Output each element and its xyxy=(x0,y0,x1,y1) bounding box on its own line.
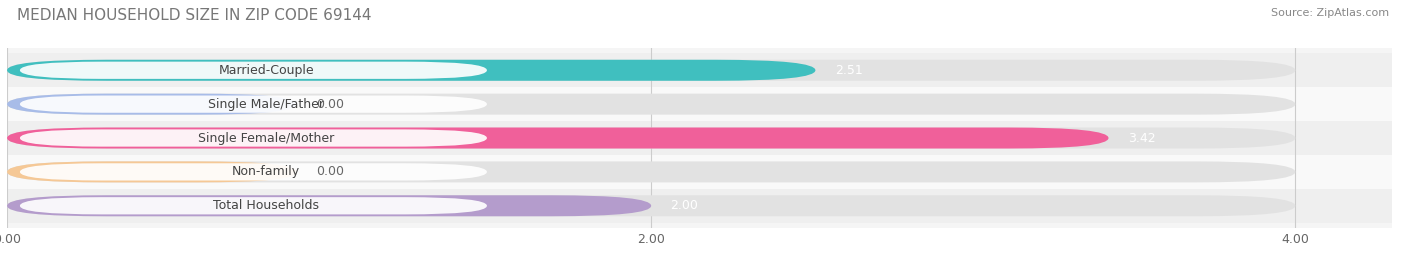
Text: Married-Couple: Married-Couple xyxy=(218,64,314,77)
FancyBboxPatch shape xyxy=(7,60,815,81)
Text: Single Male/Father: Single Male/Father xyxy=(208,98,325,111)
Text: 0.00: 0.00 xyxy=(316,98,344,111)
FancyBboxPatch shape xyxy=(20,163,486,181)
Text: 0.00: 0.00 xyxy=(316,165,344,178)
FancyBboxPatch shape xyxy=(20,62,486,79)
Bar xyxy=(7,121,1392,155)
Bar xyxy=(7,87,1392,121)
Text: Single Female/Mother: Single Female/Mother xyxy=(198,132,335,144)
FancyBboxPatch shape xyxy=(7,94,297,115)
Bar xyxy=(7,189,1392,223)
FancyBboxPatch shape xyxy=(7,195,1295,216)
FancyBboxPatch shape xyxy=(20,95,486,113)
FancyBboxPatch shape xyxy=(7,128,1295,148)
FancyBboxPatch shape xyxy=(7,195,651,216)
Text: Non-family: Non-family xyxy=(232,165,301,178)
Text: Total Households: Total Households xyxy=(214,199,319,212)
FancyBboxPatch shape xyxy=(7,94,1295,115)
Text: MEDIAN HOUSEHOLD SIZE IN ZIP CODE 69144: MEDIAN HOUSEHOLD SIZE IN ZIP CODE 69144 xyxy=(17,8,371,23)
FancyBboxPatch shape xyxy=(7,161,1295,183)
FancyBboxPatch shape xyxy=(7,60,1295,81)
FancyBboxPatch shape xyxy=(20,129,486,147)
FancyBboxPatch shape xyxy=(20,197,486,214)
Text: Source: ZipAtlas.com: Source: ZipAtlas.com xyxy=(1271,8,1389,18)
FancyBboxPatch shape xyxy=(7,128,1108,148)
Text: 2.51: 2.51 xyxy=(835,64,862,77)
Bar xyxy=(7,53,1392,87)
Text: 2.00: 2.00 xyxy=(671,199,699,212)
FancyBboxPatch shape xyxy=(7,161,297,183)
Bar xyxy=(7,155,1392,189)
Text: 3.42: 3.42 xyxy=(1128,132,1156,144)
